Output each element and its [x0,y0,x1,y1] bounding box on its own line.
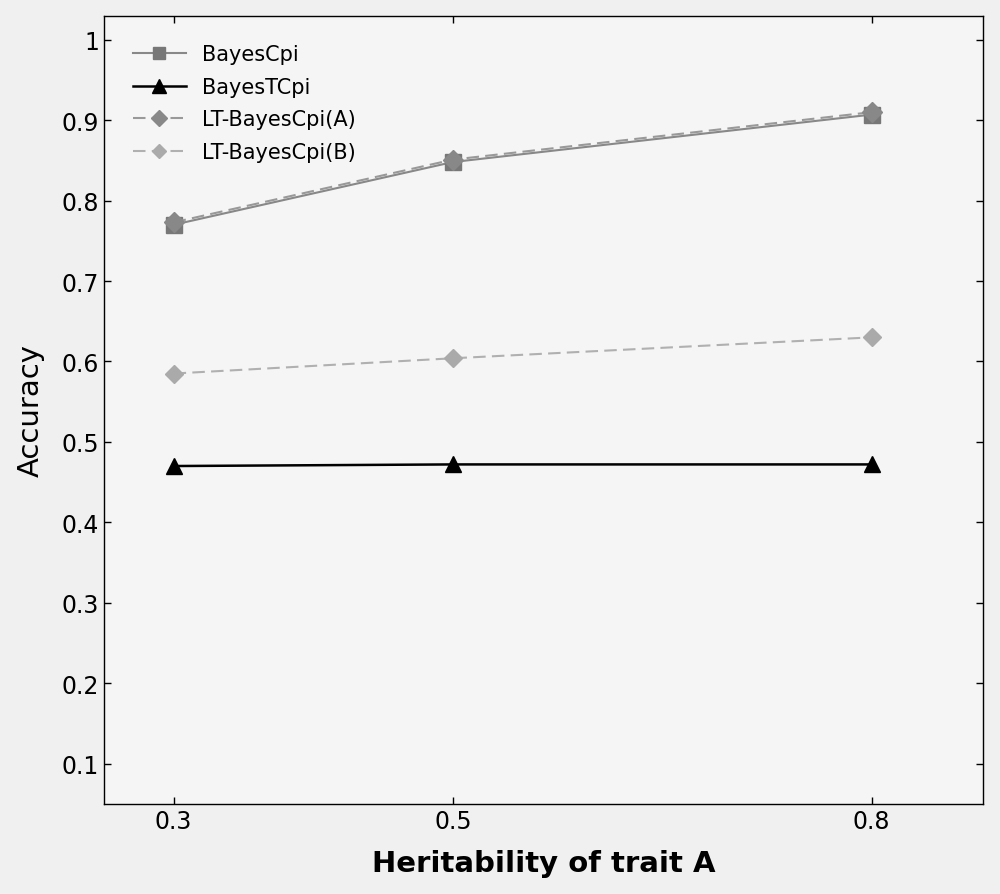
Y-axis label: Accuracy: Accuracy [17,344,45,477]
X-axis label: Heritability of trait A: Heritability of trait A [372,849,715,877]
Legend: BayesCpi, BayesTCpi, LT-BayesCpi(A), LT-BayesCpi(B): BayesCpi, BayesTCpi, LT-BayesCpi(A), LT-… [123,35,366,173]
